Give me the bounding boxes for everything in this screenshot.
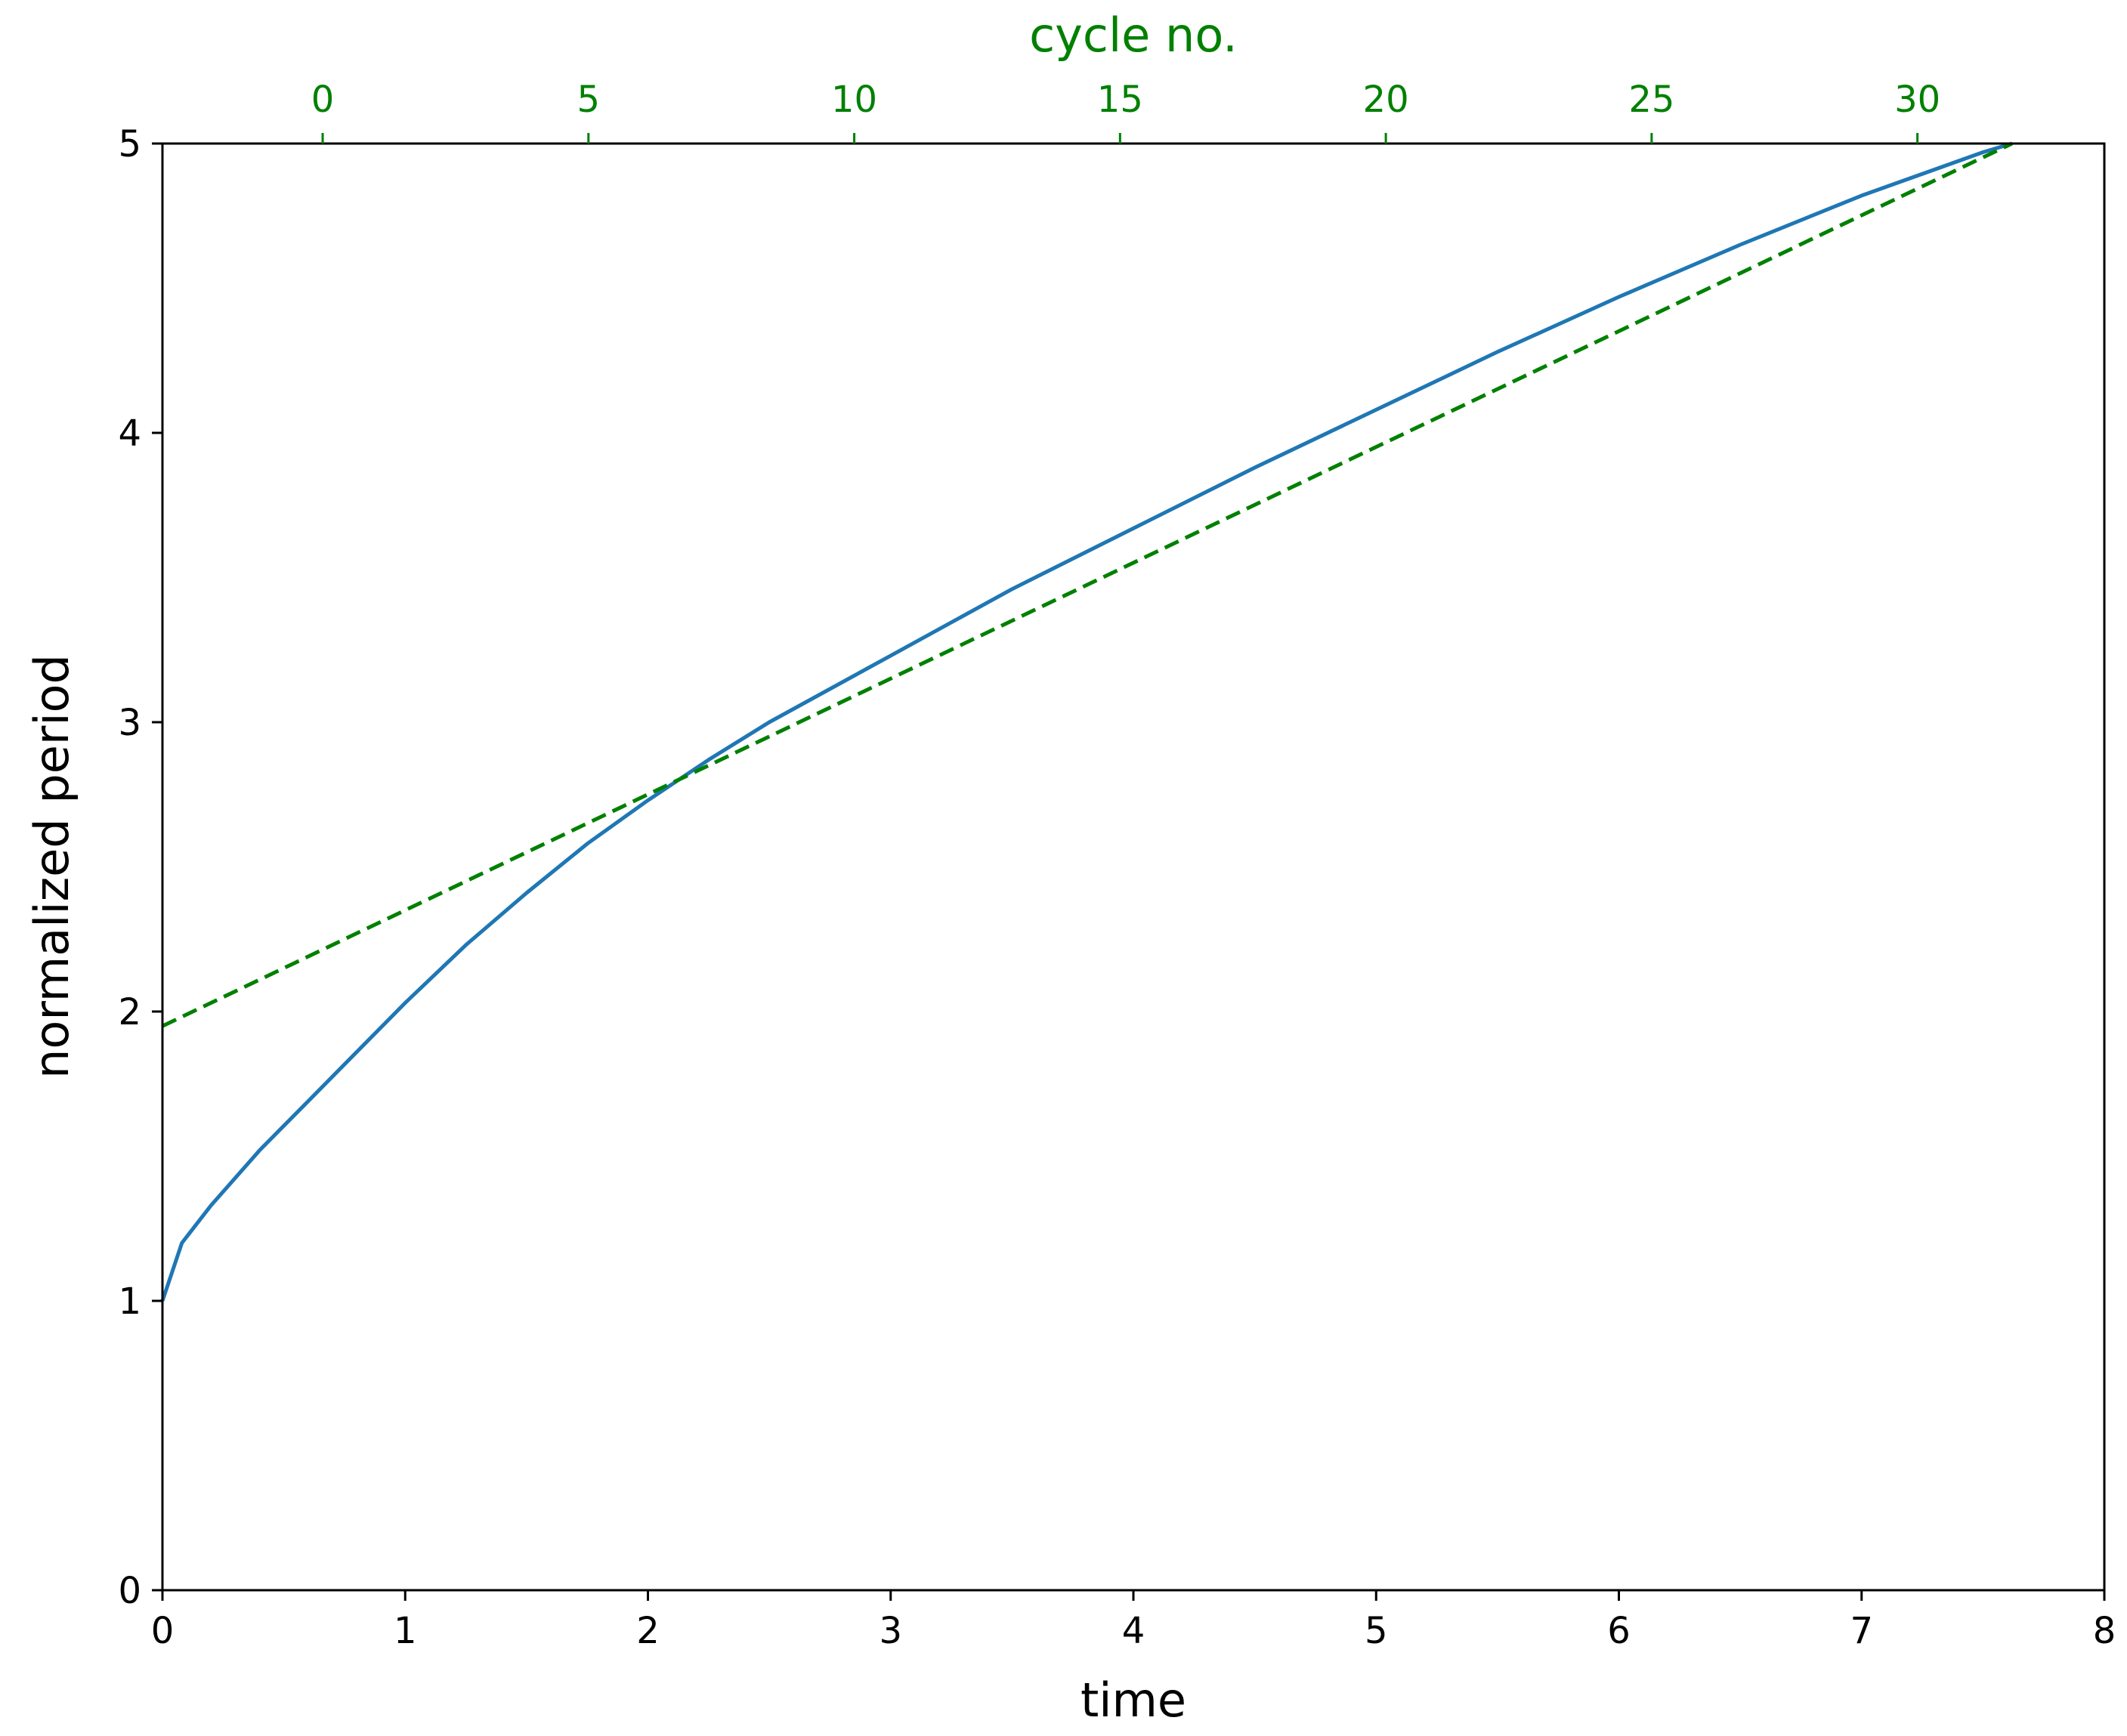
y-axis: 0 1 2 3 4 5 xyxy=(118,123,162,1612)
x-axis: 0 1 2 3 4 5 6 7 8 xyxy=(151,1590,2116,1652)
top-x-tick-label: 15 xyxy=(1097,79,1143,121)
x-tick-label: 8 xyxy=(2093,1610,2116,1652)
x-axis-title: time xyxy=(1081,1673,1186,1728)
top-x-tick-label: 5 xyxy=(577,79,601,121)
top-x-tick-label: 20 xyxy=(1363,79,1409,121)
top-x-tick-label: 10 xyxy=(831,79,877,121)
x-tick-label: 3 xyxy=(879,1610,902,1652)
y-tick-label: 1 xyxy=(118,1280,141,1323)
x-tick-label: 2 xyxy=(636,1610,660,1652)
plot-background xyxy=(162,144,2104,1590)
top-x-axis: 0 5 10 15 20 25 30 xyxy=(311,79,1940,144)
x-tick-label: 1 xyxy=(394,1610,417,1652)
solid-series-line xyxy=(160,141,2013,1302)
x-tick-label: 0 xyxy=(151,1610,175,1652)
top-x-axis-title: cycle no. xyxy=(1029,8,1238,63)
y-axis-title: normalized period xyxy=(24,654,79,1079)
x-tick-label: 7 xyxy=(1850,1610,1873,1652)
series-layer xyxy=(160,141,2013,1302)
top-x-tick-label: 25 xyxy=(1628,79,1674,121)
x-tick-label: 5 xyxy=(1365,1610,1388,1652)
x-tick-label: 4 xyxy=(1122,1610,1145,1652)
y-tick-label: 3 xyxy=(118,702,141,744)
y-tick-label: 4 xyxy=(118,412,141,455)
y-tick-label: 5 xyxy=(118,123,141,165)
y-tick-label: 0 xyxy=(118,1570,141,1612)
y-tick-label: 2 xyxy=(118,991,141,1033)
top-x-tick-label: 0 xyxy=(311,79,335,121)
x-tick-label: 6 xyxy=(1607,1610,1631,1652)
top-x-tick-label: 30 xyxy=(1894,79,1940,121)
dashed-series-line xyxy=(161,141,2013,1028)
